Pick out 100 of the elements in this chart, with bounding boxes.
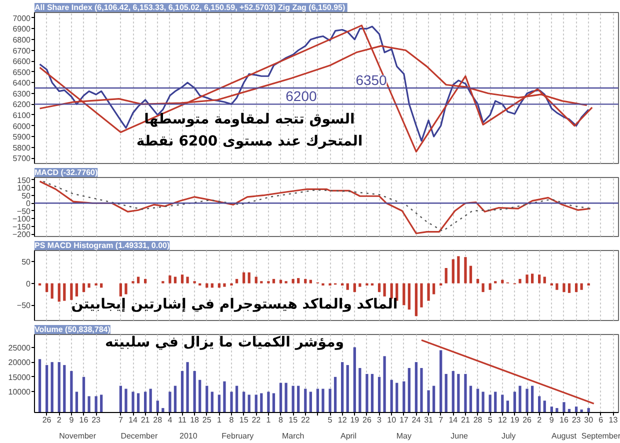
x-tick-label: 19	[510, 416, 520, 424]
x-tick-label: 9	[549, 416, 554, 424]
bar	[254, 276, 258, 284]
bar	[574, 283, 578, 292]
y-tick-label: 6100	[12, 110, 32, 120]
chart-title: Volume (50,838,784)	[34, 325, 111, 334]
bar	[383, 283, 386, 296]
x-tick-label: 26	[522, 416, 532, 424]
x-tick-label: 3	[377, 416, 382, 424]
bar	[272, 278, 276, 284]
y-tick-label: 50	[22, 257, 32, 266]
x-tick-label: 22	[300, 416, 310, 424]
bar	[309, 280, 312, 284]
text: August	[552, 432, 578, 440]
x-tick-label: 1	[266, 416, 272, 424]
bar	[464, 257, 467, 284]
bar	[457, 256, 460, 284]
bar	[292, 278, 294, 284]
bar	[482, 283, 484, 292]
x-tick-label: 28	[153, 416, 163, 424]
bar	[568, 283, 571, 293]
bar	[420, 283, 423, 308]
x-tick-label: 23	[92, 416, 102, 424]
text: November	[59, 432, 96, 440]
bar	[346, 283, 349, 290]
y-tick-label: −50	[16, 206, 32, 216]
y-tick-label: 50	[22, 191, 32, 200]
y-tick-label: 6900	[12, 24, 32, 34]
y-tick-label: −100	[12, 214, 32, 224]
y-tick-label: 6600	[12, 57, 32, 66]
bar	[444, 268, 448, 284]
x-tick-label: 13	[608, 416, 618, 424]
chart-title: PS MACD Histogram (1.49331, 0.00)	[34, 241, 170, 250]
y-tick-label: −200	[12, 230, 32, 240]
x-tick-label: 14	[128, 416, 138, 424]
text: May	[396, 432, 412, 440]
bar	[427, 283, 430, 301]
x-tick-label: 11	[178, 416, 187, 424]
text: April	[340, 432, 357, 440]
annotation: الماكد والماكد هيستوجرام في إشارتين إيجابيتن	[71, 296, 398, 312]
y-tick-label: 20000	[8, 358, 32, 368]
x-tick-label: 1	[216, 416, 222, 424]
x-tick-label: 21	[140, 416, 150, 424]
y-tick-label: 6200	[12, 100, 32, 110]
y-tick-label: 100	[17, 184, 32, 193]
ref-line-label: 6350	[356, 72, 388, 88]
x-tick-label: 7	[118, 416, 124, 424]
y-tick-label: 25000	[8, 343, 32, 352]
x-tick-label: 12	[338, 416, 348, 424]
bar	[452, 259, 454, 284]
y-tick-label: 6000	[12, 122, 32, 131]
x-tick-label: 19	[350, 416, 360, 424]
bar	[144, 278, 147, 284]
bar	[476, 278, 480, 284]
y-tick-label: 10000	[8, 388, 32, 397]
annotation: ومؤشر الكميات ما يزال في سلبيته	[105, 334, 344, 350]
bar	[562, 283, 566, 292]
bar	[402, 283, 406, 306]
x-tick-label: 9	[69, 416, 74, 424]
x-tick-label: 22	[252, 416, 262, 424]
bar	[378, 283, 381, 292]
x-tick-label: 28	[473, 416, 483, 424]
bar	[58, 283, 60, 302]
bar	[82, 283, 86, 292]
bar	[70, 283, 73, 300]
x-tick-label: 24	[412, 416, 422, 424]
y-tick-label: 6300	[12, 89, 32, 98]
bar	[353, 283, 356, 292]
x-tick-label: 25	[202, 416, 212, 424]
bar	[556, 283, 558, 290]
y-tick-label: 150	[17, 176, 32, 185]
y-tick-label: 6500	[12, 68, 32, 77]
ref-line-label: 6200	[286, 88, 317, 104]
x-tick-label: 2	[56, 416, 62, 424]
x-tick-label: 23	[572, 416, 582, 424]
bar	[180, 274, 184, 284]
text: 2010	[180, 432, 198, 440]
x-tick-label: 21	[461, 416, 470, 424]
bar	[235, 278, 238, 284]
bar	[88, 283, 90, 288]
bar	[75, 283, 78, 296]
x-tick-label: 7	[438, 416, 444, 424]
bar	[530, 274, 534, 284]
y-tick-label: 6800	[12, 35, 32, 44]
x-tick-label: 26	[362, 416, 372, 424]
annotation: السوق تتجه لمقاومة متوسطها	[144, 112, 355, 128]
bar	[45, 283, 48, 292]
y-tick-label: 0	[26, 199, 32, 208]
annotation: المتحرك عند مستوى 6200 نقطة	[136, 134, 363, 150]
y-tick-label: 15000	[8, 372, 32, 382]
bar	[304, 278, 307, 284]
x-tick-label: 16	[560, 416, 569, 424]
x-tick-label: 6	[598, 416, 604, 424]
text: February	[222, 432, 254, 440]
text: March	[282, 432, 304, 440]
y-tick-label: 5800	[12, 143, 32, 152]
x-tick-label: 15	[239, 416, 249, 424]
x-tick-label: 8	[278, 416, 284, 424]
bar	[543, 276, 546, 284]
bar	[186, 276, 189, 284]
